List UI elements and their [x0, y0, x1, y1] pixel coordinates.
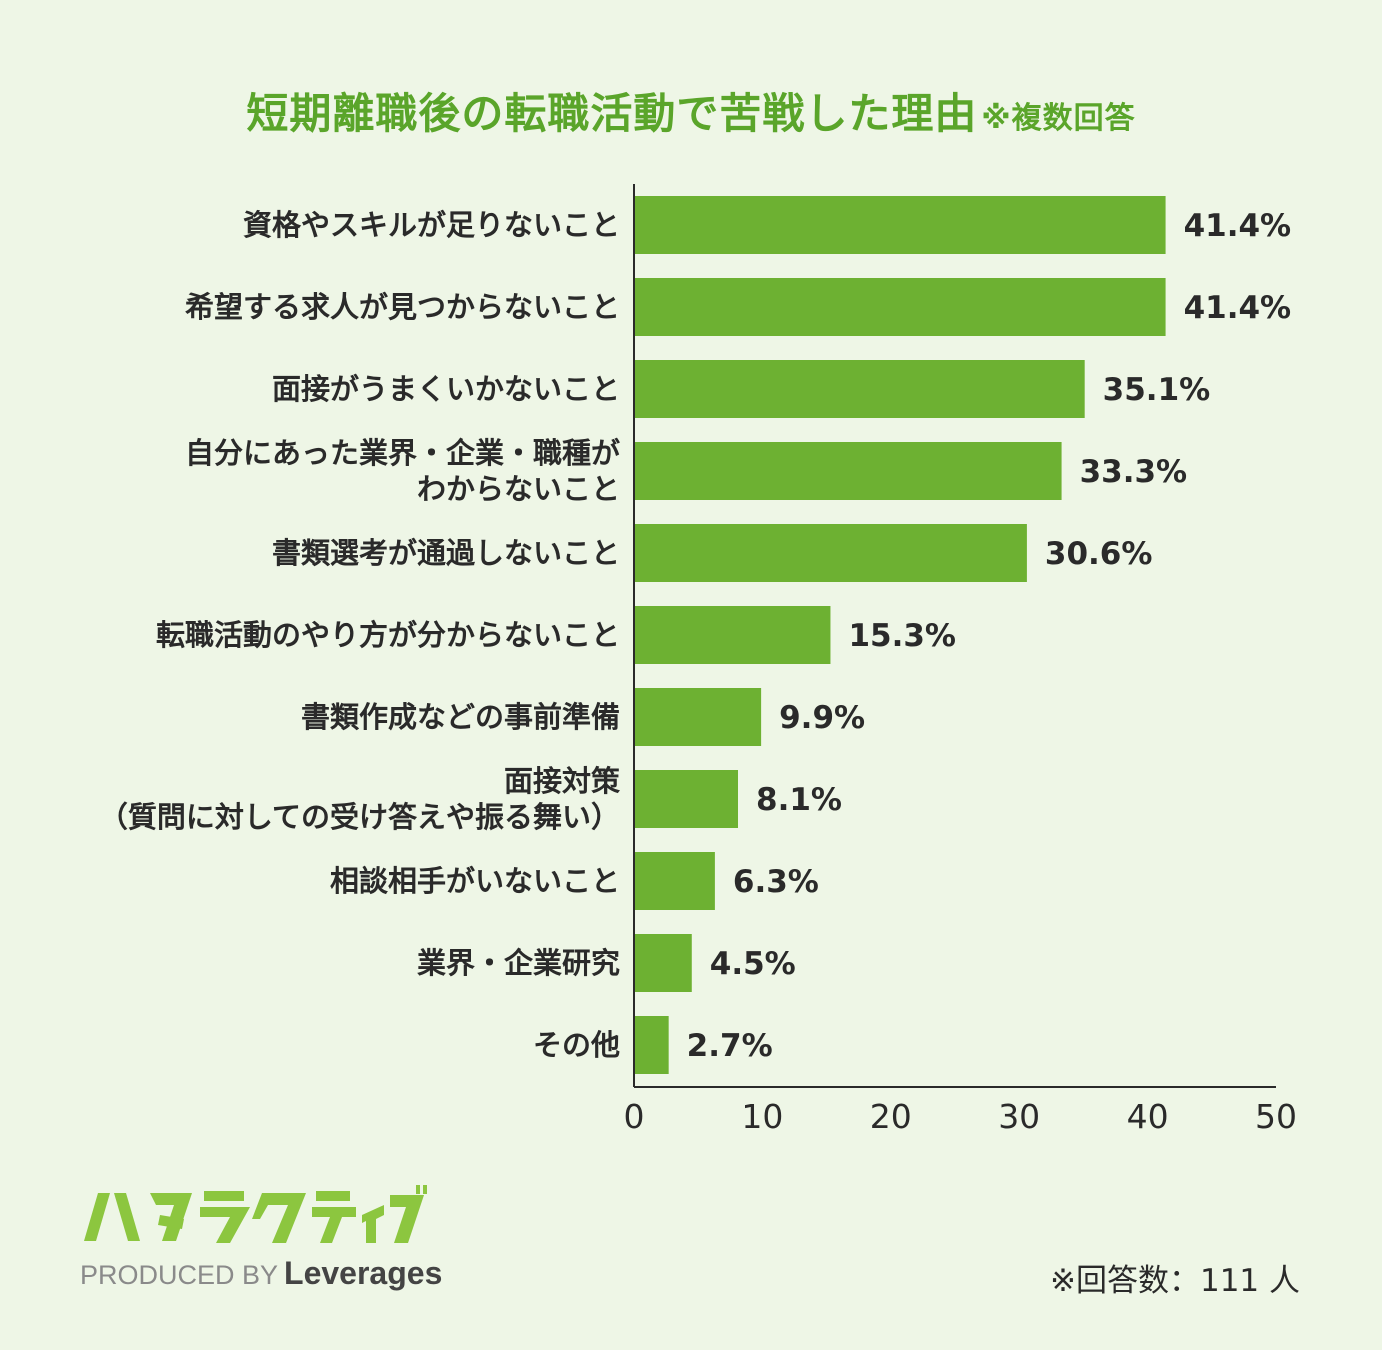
bar: [634, 688, 762, 746]
bar-chart: 41.4% 資格やスキルが足りないこと 41.4% 希望する求人が見つからないこと 35…: [99, 184, 1297, 1136]
x-tick-label: 10: [741, 1097, 783, 1136]
bar: [634, 770, 739, 828]
bar: [634, 1016, 669, 1074]
x-tick-label: 50: [1255, 1097, 1297, 1136]
value-label: 4.5%: [710, 946, 796, 982]
value-label: 6.3%: [733, 864, 819, 900]
category-label: 面接対策: [504, 764, 621, 798]
category-label: その他: [533, 1028, 620, 1062]
value-label: 41.4%: [1184, 208, 1292, 244]
category-label: 相談相手がいないこと: [330, 864, 620, 898]
category-label: 転職活動のやり方が分からないこと: [156, 618, 620, 652]
bar: [634, 606, 831, 664]
bar: [634, 278, 1166, 336]
value-label: 33.3%: [1080, 454, 1188, 490]
bar: [634, 852, 715, 910]
bar: [634, 442, 1062, 500]
produced-by-line: PRODUCED BY Leverages: [80, 1255, 442, 1292]
value-label: 35.1%: [1103, 372, 1211, 408]
x-tick-label: 20: [870, 1097, 912, 1136]
category-label: 自分にあった業界・企業・職種が: [185, 436, 620, 470]
bar: [634, 524, 1027, 582]
hataractive-logo: [80, 1185, 430, 1247]
category-label: （質問に対しての受け答えや振る舞い）: [99, 800, 620, 834]
hataractive-logo-mark: [84, 1185, 427, 1243]
bar: [634, 360, 1085, 418]
category-label: 希望する求人が見つからないこと: [185, 290, 620, 324]
value-label: 41.4%: [1184, 290, 1292, 326]
bar: [634, 196, 1166, 254]
chart-title-note: ※複数回答: [981, 101, 1136, 136]
category-label: 面接がうまくいかないこと: [272, 372, 620, 406]
category-label: 業界・企業研究: [417, 946, 620, 980]
respondent-count-note: ※回答数：111 人: [1050, 1263, 1300, 1299]
value-label: 30.6%: [1045, 536, 1153, 572]
value-label: 15.3%: [848, 618, 956, 654]
value-label: 8.1%: [756, 782, 842, 818]
category-label: 書類作成などの事前準備: [301, 700, 620, 734]
produced-by-text: PRODUCED BY: [80, 1260, 279, 1290]
chart-title: 短期離職後の転職活動で苦戦した理由 ※複数回答: [0, 80, 1382, 141]
bar: [634, 934, 692, 992]
x-tick-label: 30: [998, 1097, 1040, 1136]
category-label: わからないこと: [417, 472, 620, 506]
x-tick-label: 0: [624, 1097, 645, 1136]
x-tick-label: 40: [1127, 1097, 1169, 1136]
category-label: 書類選考が通過しないこと: [272, 536, 620, 570]
value-label: 2.7%: [687, 1028, 773, 1064]
value-label: 9.9%: [779, 700, 865, 736]
category-label: 資格やスキルが足りないこと: [243, 208, 620, 242]
leverages-brand: Leverages: [284, 1255, 443, 1291]
chart-title-text: 短期離職後の転職活動で苦戦した理由: [246, 89, 978, 138]
